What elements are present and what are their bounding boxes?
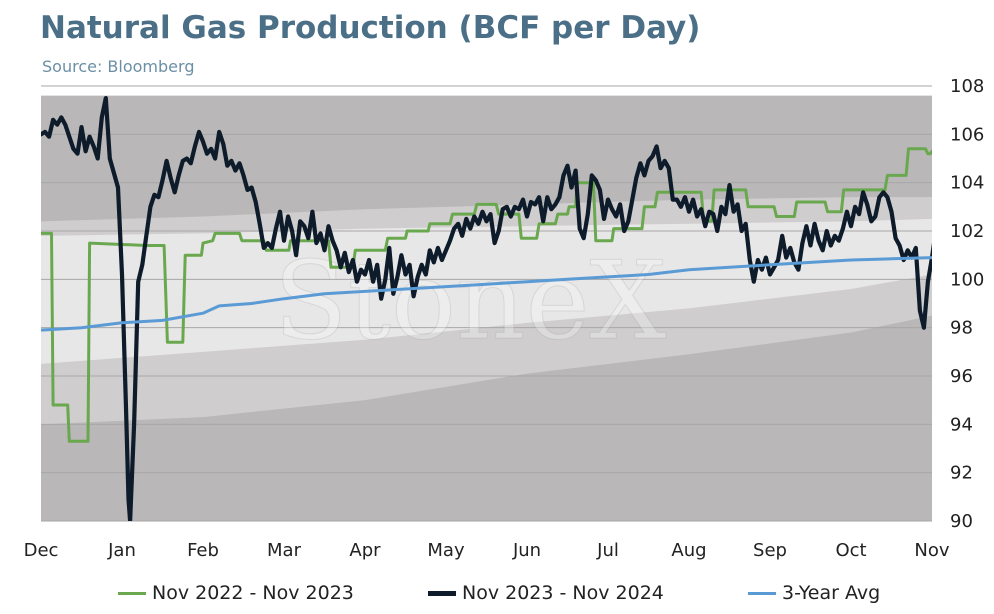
- stonex-watermark: StoneX: [274, 239, 667, 364]
- y-tick-label: 98: [950, 318, 973, 339]
- x-tick-label: Dec: [24, 540, 59, 561]
- legend-swatch-black: [428, 590, 456, 596]
- x-tick-label: Sep: [753, 540, 787, 561]
- legend-item-3yr-avg: 3-Year Avg: [748, 582, 880, 604]
- x-tick-label: Jul: [596, 540, 619, 561]
- chart-title: Natural Gas Production (BCF per Day): [40, 10, 701, 46]
- y-tick-label: 106: [950, 124, 984, 145]
- legend-item-2022-2023: Nov 2022 - Nov 2023: [118, 582, 354, 604]
- x-tick-label: Nov: [914, 540, 949, 561]
- legend-label: Nov 2023 - Nov 2024: [462, 582, 664, 604]
- chart-subtitle: Source: Bloomberg: [42, 57, 195, 76]
- chart-legend: Nov 2022 - Nov 2023 Nov 2023 - Nov 2024 …: [0, 582, 994, 608]
- x-tick-label: May: [427, 540, 465, 561]
- x-tick-label: Aug: [671, 540, 706, 561]
- y-tick-label: 108: [950, 76, 984, 97]
- x-tick-label: Mar: [267, 540, 302, 561]
- x-tick-label: Jun: [512, 540, 541, 561]
- gridlines: [41, 85, 932, 522]
- x-tick-label: Apr: [349, 540, 381, 561]
- series-lines: [41, 96, 932, 521]
- series-line-2: [41, 96, 932, 521]
- legend-label: 3-Year Avg: [782, 582, 881, 604]
- legend-swatch-blue: [748, 591, 776, 595]
- y-tick-label: 90: [950, 511, 973, 532]
- x-tick-label: Feb: [187, 540, 219, 561]
- y-tick-label: 96: [950, 366, 973, 387]
- x-tick-label: Oct: [835, 540, 866, 561]
- legend-swatch-green: [118, 591, 146, 595]
- x-tick-label: Jan: [107, 540, 136, 561]
- y-tick-label: 94: [950, 414, 973, 435]
- legend-label: Nov 2022 - Nov 2023: [152, 582, 354, 604]
- series-line-3: [41, 256, 932, 332]
- x-axis: Dec Jan Feb Mar Apr May Jun Jul Aug Sep Oct Nov: [24, 540, 950, 561]
- y-axis: 90 92 94 96 98 100 102 104 106 108: [950, 76, 984, 532]
- y-tick-label: 102: [950, 221, 984, 242]
- y-tick-label: 92: [950, 463, 973, 484]
- y-tick-label: 104: [950, 173, 984, 194]
- legend-item-2023-2024: Nov 2023 - Nov 2024: [428, 582, 664, 604]
- series-line-1: [41, 147, 932, 443]
- y-tick-label: 100: [950, 269, 984, 290]
